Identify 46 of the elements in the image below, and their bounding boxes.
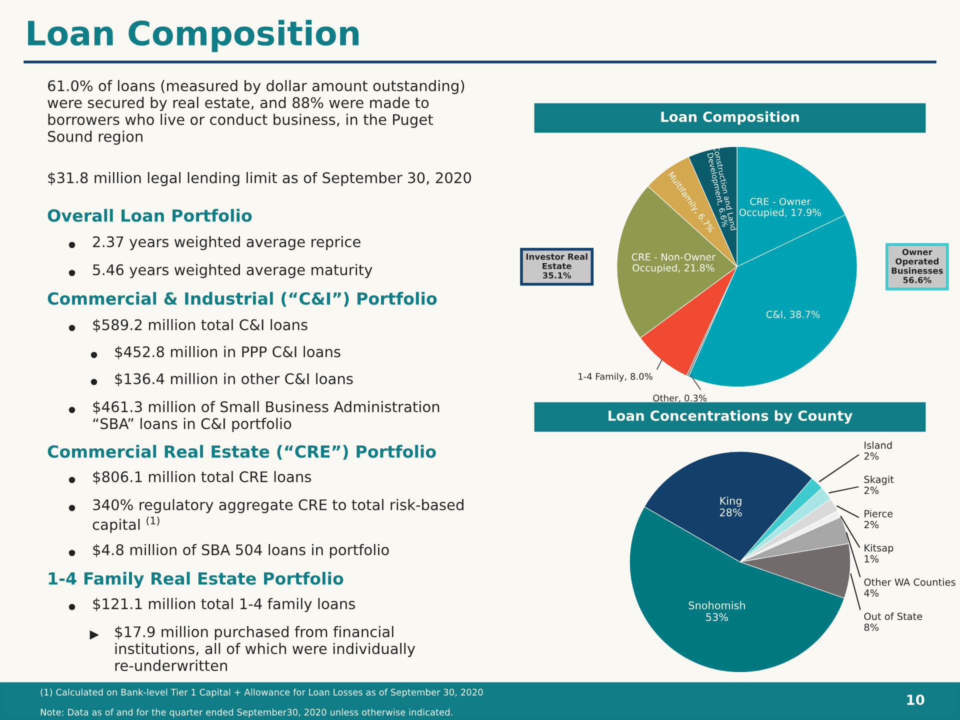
slice-label: King	[720, 496, 742, 507]
text: Overall Loan Portfolio	[48, 208, 252, 222]
data-label: 53%	[706, 613, 728, 622]
text: 2.37 years weighted average reprice	[93, 236, 360, 250]
text: (1) Calculated on Bank-level Tier 1 Capital + Allowance for Loan Losses as of September 30, 2020	[40, 688, 483, 698]
slice-label: CRE - Non-Owner Occupied, 21.8%	[632, 253, 716, 274]
text: $17.9 million purchased from financial institutions, all of which were individually re-underwritten	[115, 626, 416, 672]
text: 340% regulatory aggregate CRE to total risk-based capital $^{(1)}$	[92, 499, 464, 533]
data-label: 8%	[864, 624, 879, 631]
text: $589.2 million total C&I loans	[93, 319, 308, 332]
chart-title: Loan Concentrations by County	[608, 410, 852, 424]
slice-label: Snohomish	[688, 601, 745, 610]
text: 1-4 Family Real Estate Portfolio	[48, 572, 344, 588]
text: Commercial Real Estate (“CRE”) Portfolio	[48, 444, 436, 460]
slice-label: Other WA Counties	[864, 578, 956, 586]
slice-label: C&I, 38.7%	[766, 310, 820, 320]
text: $461.3 million of Small Business Administration “SBA” loans in C&I portfolio	[93, 401, 440, 432]
text: 5.46 years weighted average maturity	[93, 264, 372, 278]
data-label: 2%	[864, 520, 879, 528]
chart-title: Loan Composition	[661, 111, 799, 125]
slice-label: Out of State	[864, 612, 922, 620]
data-label: 2%	[864, 452, 879, 460]
slice-label: Kitsap	[864, 544, 894, 554]
data-label: 2%	[864, 486, 879, 494]
text: Investor Real Estate 35.1%	[526, 253, 588, 279]
text: $136.4 million in other C&I loans	[115, 373, 353, 386]
text: Commercial & Industrial (“C&I”) Portfolio	[48, 292, 437, 307]
text: Note: Data as of and for the quarter ended September30, 2020 unless otherwise indicated.	[40, 708, 452, 718]
text: $806.1 million total CRE loans	[93, 471, 312, 484]
text: $121.1 million total 1-4 family loans	[93, 598, 355, 612]
slice-label: Pierce	[864, 510, 893, 518]
text: Loan Composition	[28, 20, 358, 52]
slice-label: Other, 0.3%	[653, 394, 706, 402]
text: 10	[907, 694, 924, 706]
data-label: 28%	[720, 508, 742, 516]
text: $4.8 million of SBA 504 loans in portfolio	[93, 544, 389, 558]
data-label: 1%	[864, 555, 879, 562]
text: $31.8 million legal lending limit as of September 30, 2020	[48, 172, 472, 186]
slice-label: Skagit	[864, 476, 894, 486]
slice-label: Island	[864, 441, 892, 449]
text: $452.8 million in PPP C&I loans	[115, 346, 340, 360]
slice-label: CRE - Owner Occupied, 17.9%	[739, 198, 821, 218]
data-label: 4%	[864, 589, 879, 597]
slice-label: 1-4 Family, 8.0%	[578, 372, 652, 382]
text: Owner Operated Businesses 56.6%	[892, 248, 943, 284]
text: 61.0% of loans (measured by dollar amount outstanding) were secured by real estate, and 88% were made to borrowers who live or conduct business, in the Puget Sound region	[48, 80, 464, 145]
